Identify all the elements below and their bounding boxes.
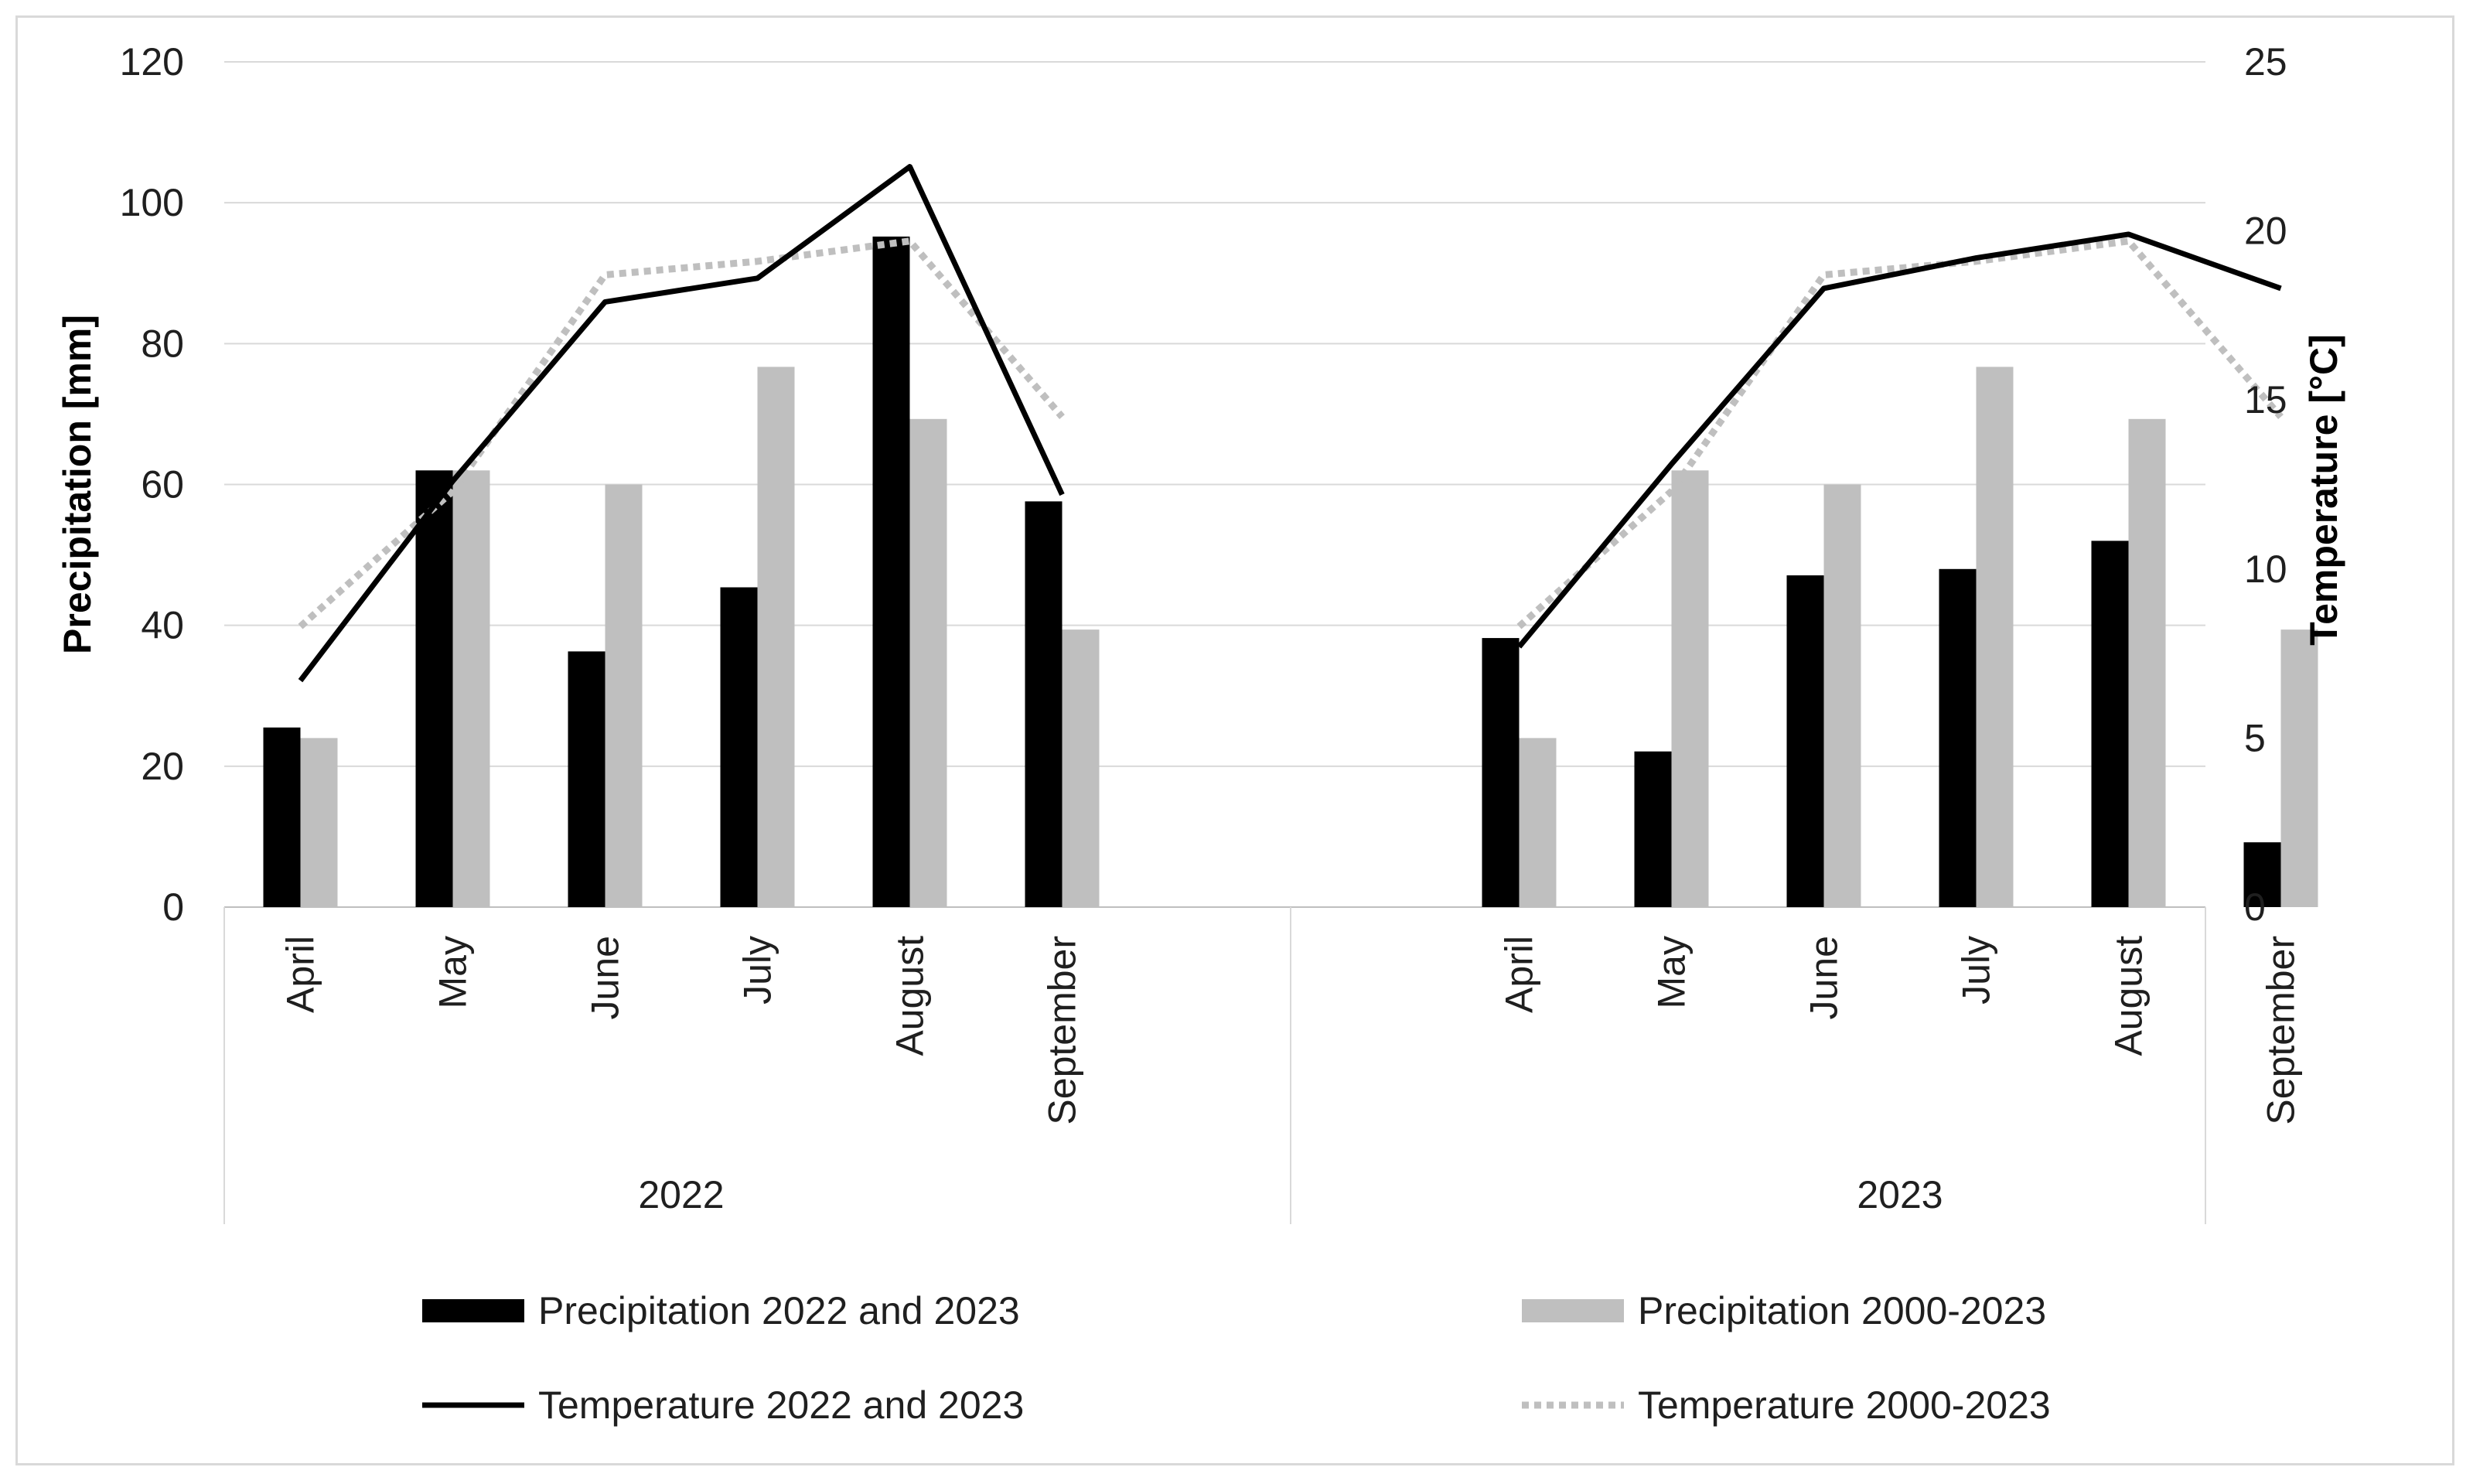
category-label: April — [1498, 936, 1541, 1013]
category-label: May — [1650, 936, 1694, 1008]
y2-tick-label: 5 — [2244, 716, 2266, 759]
legend-swatch-bar — [422, 1299, 524, 1322]
axes: 0 20 40 60 80 100 120 0 5 10 15 20 25 April May June Jul… — [56, 40, 2345, 1224]
precip-bar-2000-2023 — [1062, 629, 1100, 907]
precip-bar-2022-2023 — [263, 727, 301, 907]
temp-line-2022-2023 — [298, 164, 1065, 683]
temp-line-2000-2023 — [1516, 237, 2284, 629]
legend-swatch-bar — [1522, 1299, 1624, 1322]
y-tick-label: 60 — [141, 463, 184, 507]
precip-bar-2022-2023 — [2243, 842, 2281, 907]
category-label: June — [584, 936, 627, 1019]
group-label: 2022 — [638, 1173, 724, 1216]
precip-bar-2000-2023 — [452, 470, 490, 907]
y-tick-label: 40 — [141, 604, 184, 647]
precip-bar-2022-2023 — [1482, 638, 1520, 907]
precip-bar-2022-2023 — [568, 651, 605, 907]
precip-bar-2022-2023 — [2091, 541, 2129, 907]
precipitation-bars — [263, 236, 2318, 907]
temp-line-2000-2023 — [298, 237, 1065, 629]
precip-bar-2000-2023 — [2128, 418, 2166, 907]
temperature-lines — [298, 164, 2284, 683]
category-label: July — [1955, 936, 1998, 1005]
temp-line-2022-2023 — [1516, 231, 2282, 649]
precip-bar-2000-2023 — [757, 367, 795, 907]
y-tick-label: 120 — [120, 40, 184, 84]
y-tick-label: 0 — [162, 885, 184, 929]
gridlines — [224, 61, 2205, 908]
y2-axis-title: Temperature [°C] — [2302, 334, 2345, 645]
precip-bar-2022-2023 — [415, 470, 453, 907]
category-label: September — [1041, 936, 1084, 1125]
y2-tick-label: 25 — [2244, 40, 2287, 84]
category-label: September — [2260, 936, 2303, 1125]
precip-bar-2000-2023 — [909, 418, 947, 907]
category-label: July — [736, 936, 779, 1005]
legend-label: Precipitation 2000-2023 — [1638, 1289, 2046, 1332]
precip-bar-2022-2023 — [1025, 501, 1063, 907]
category-label: April — [279, 936, 322, 1013]
group-label: 2023 — [1857, 1173, 1943, 1216]
precip-bar-2022-2023 — [1634, 751, 1672, 907]
category-label: August — [889, 936, 932, 1056]
legend-label: Temperature 2022 and 2023 — [538, 1383, 1024, 1427]
y-axis-title: Precipitation [mm] — [56, 315, 99, 654]
category-label: May — [431, 936, 475, 1008]
precip-bar-2022-2023 — [872, 236, 910, 907]
precip-bar-2000-2023 — [605, 484, 643, 907]
precip-bar-2022-2023 — [720, 587, 758, 907]
y-tick-label: 100 — [120, 181, 184, 224]
y2-tick-label: 20 — [2244, 210, 2287, 253]
legend-label: Temperature 2000-2023 — [1638, 1383, 2051, 1427]
precip-bar-2000-2023 — [1671, 470, 1709, 907]
y-tick-label: 80 — [141, 322, 184, 365]
precip-bar-2022-2023 — [1786, 575, 1824, 907]
y-tick-label: 20 — [141, 745, 184, 788]
category-label: August — [2107, 936, 2151, 1056]
precip-bar-2000-2023 — [2280, 629, 2318, 907]
precip-bar-2000-2023 — [1823, 484, 1861, 907]
category-label: June — [1803, 936, 1846, 1019]
y2-tick-label: 0 — [2244, 885, 2266, 929]
precip-bar-2022-2023 — [1939, 568, 1977, 907]
y2-tick-label: 15 — [2244, 378, 2287, 421]
y2-tick-label: 10 — [2244, 548, 2287, 591]
precip-bar-2000-2023 — [300, 738, 338, 907]
precip-bar-2000-2023 — [1519, 738, 1557, 907]
legend: Precipitation 2022 and 2023 Precipitation… — [422, 1289, 2051, 1427]
precip-bar-2000-2023 — [1976, 367, 2014, 907]
legend-label: Precipitation 2022 and 2023 — [538, 1289, 1020, 1332]
